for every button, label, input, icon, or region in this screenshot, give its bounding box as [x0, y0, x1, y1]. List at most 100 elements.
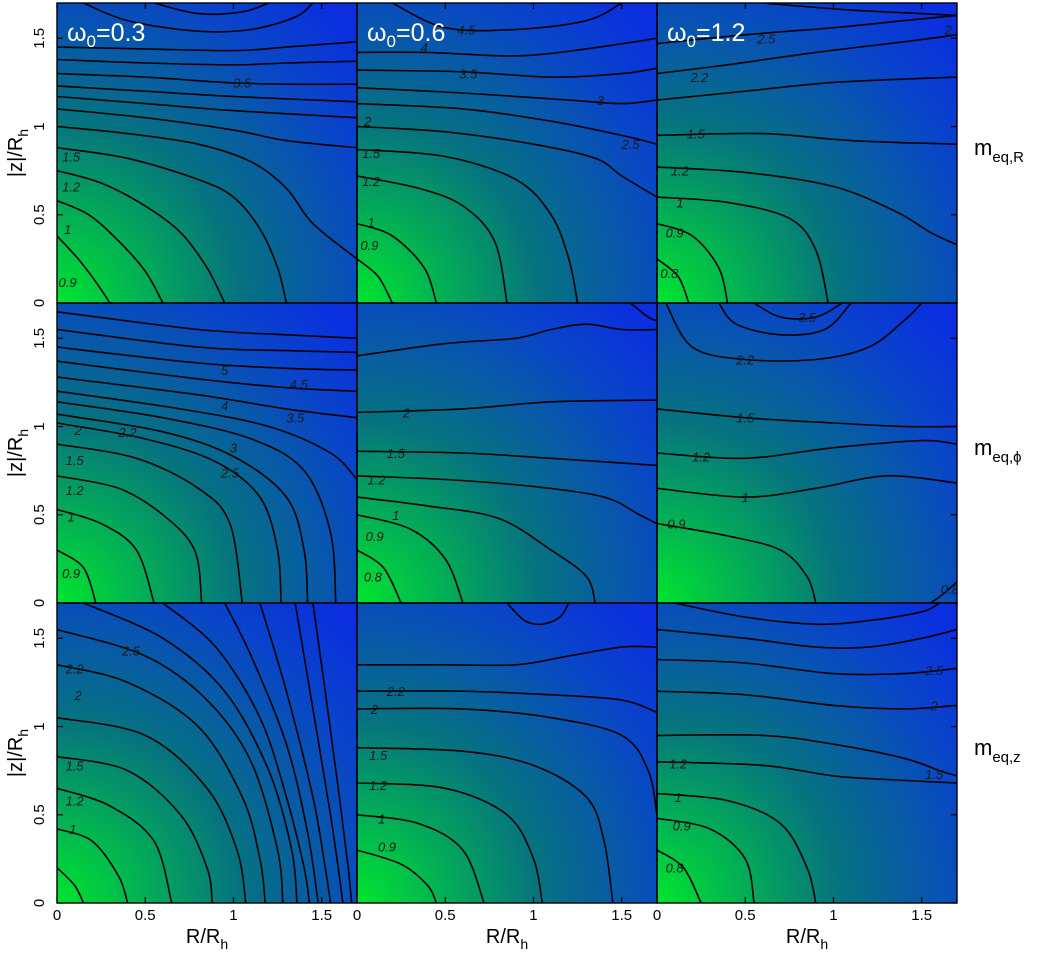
contour-line	[357, 102, 657, 145]
contour-line	[57, 146, 288, 303]
contour-line	[657, 761, 957, 784]
contour-label: 3.5	[233, 75, 252, 90]
x-tick-label: 1	[829, 907, 837, 924]
contour-line	[357, 496, 596, 603]
axes: 0 0.5 1 1.5 0 0.5 1 1.5 0 0.5 1 1.5 0 0.5 1 1.5 0 0.5 1 1.5…	[31, 2, 958, 924]
contour-line	[57, 549, 97, 603]
contour-label: 2.2	[65, 661, 85, 676]
contour-line	[57, 443, 244, 603]
contour-line	[657, 439, 957, 460]
y-tick-label: 1	[31, 122, 48, 130]
contour-line	[357, 222, 438, 303]
contour-label: 2.5	[121, 644, 141, 659]
heatmap-field	[657, 303, 957, 603]
contour-label: 2	[929, 698, 938, 713]
panel-grid: 0.9 1 1.2 1.5 3.5 0.9 1 1.2 1.5 2 2.5 3 3.5 4 4.5 0.8 0.…	[57, 3, 957, 903]
contour-line	[357, 746, 614, 903]
contour-label: 1	[68, 510, 75, 525]
contour-label: 0.8	[364, 570, 383, 585]
contour-label: 0.9	[378, 840, 396, 855]
contour-line	[657, 222, 729, 303]
contour-label: 1.5	[66, 758, 85, 773]
contour-line	[57, 235, 111, 303]
contour-line	[718, 303, 852, 336]
contour-label: 1.2	[62, 180, 81, 195]
contour-line	[657, 475, 957, 498]
row-label: meq,ϕ	[974, 435, 1022, 466]
contour-label: 2.2	[689, 70, 709, 85]
contour-label: 0.9	[667, 517, 685, 532]
y-tick-label: 1	[31, 422, 48, 430]
contour-line	[357, 86, 657, 105]
contour-line	[657, 166, 957, 246]
y-tick-label: 0.5	[31, 204, 48, 225]
contour-label: 3	[230, 441, 238, 456]
contour-line	[57, 755, 214, 903]
contour-label: 1.5	[387, 446, 406, 461]
y-tick-label: 1	[31, 722, 48, 730]
contour-line	[357, 37, 657, 57]
contour-line	[57, 95, 357, 119]
column-title: ω0=1.2	[667, 19, 745, 51]
x-tick-label: 1.5	[611, 907, 632, 924]
contour-line	[657, 522, 817, 603]
contour-line	[357, 782, 544, 903]
row-label: meq,R	[974, 135, 1024, 166]
y-tick-label: 0	[31, 599, 48, 607]
contour-label: 0.9	[360, 238, 378, 253]
contour-label: 1	[742, 490, 749, 505]
contour-label: 1.2	[692, 450, 711, 465]
contour-label: 1.5	[362, 146, 381, 161]
x-axis-label: R/Rh	[186, 926, 228, 952]
contour-label: 2.5	[924, 663, 944, 678]
contour-label: 4	[420, 40, 427, 55]
contour-label: 1.5	[369, 748, 388, 763]
contour-line	[57, 787, 173, 903]
y-axis-label: |z|/Rh	[5, 429, 31, 477]
contour-label: 2	[74, 688, 83, 703]
contour-line	[930, 581, 957, 603]
contour-label: 1.5	[66, 453, 85, 468]
contour-line	[57, 346, 357, 371]
contour-line	[657, 408, 957, 428]
heatmap-field	[57, 603, 357, 903]
contour-line	[57, 125, 357, 260]
contour-label: 3	[597, 93, 605, 108]
contour-line	[357, 399, 657, 414]
x-tick-label: 0	[353, 907, 361, 924]
contour-label: 1.5	[736, 411, 755, 426]
contour-label: 2.2	[386, 684, 406, 699]
contour-label: 5	[221, 363, 229, 378]
contour-label: 1	[64, 222, 71, 237]
contour-line	[506, 603, 570, 626]
contour-line	[57, 422, 282, 603]
contour-label: 2.2	[118, 425, 138, 440]
contour-line	[753, 303, 843, 320]
contour-label: 4.5	[290, 377, 309, 392]
contour-line	[657, 817, 755, 903]
contour-line	[57, 390, 357, 481]
contour-label: 1.5	[687, 127, 706, 142]
contour-line	[657, 849, 702, 903]
x-tick-label: 0.5	[135, 907, 156, 924]
panel-r0-c0: 0.9 1 1.2 1.5 3.5	[57, 3, 357, 303]
contour-label: 2	[74, 423, 83, 438]
contour-label: 2.5	[620, 137, 640, 152]
contour-line	[83, 3, 314, 33]
contour-label: 2.5	[220, 465, 240, 480]
contour-line	[83, 603, 298, 903]
contour-label: 0.8	[666, 861, 685, 876]
contour-line	[357, 814, 485, 903]
contour-line	[357, 450, 657, 467]
contour-line	[357, 175, 508, 303]
contour-label: 3.5	[459, 67, 478, 82]
contour-line	[657, 76, 957, 101]
y-tick-label: 0	[31, 899, 48, 907]
x-tick-label: 1	[229, 907, 237, 924]
x-axis-label: R/Rh	[486, 926, 528, 952]
contour-label: 1.5	[925, 767, 944, 782]
x-tick-label: 0	[653, 907, 661, 924]
contour-label: 2.2	[735, 352, 755, 367]
contour-line	[357, 707, 657, 815]
